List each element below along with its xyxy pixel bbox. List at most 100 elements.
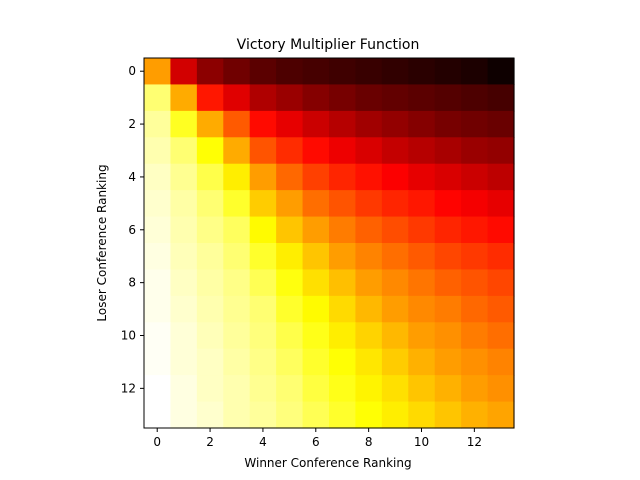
heatmap-cell: [144, 216, 172, 244]
heatmap-cell: [223, 269, 251, 297]
heatmap-cell: [249, 322, 277, 350]
heatmap-cell: [355, 137, 383, 165]
heatmap-cell: [355, 110, 383, 138]
heatmap-cell: [276, 58, 304, 86]
heatmap-cell: [276, 216, 304, 244]
heatmap-cell: [144, 269, 172, 297]
heatmap-cell: [434, 348, 462, 376]
heatmap-cell: [302, 190, 330, 218]
heatmap-cell: [487, 58, 515, 86]
x-tick-label: 12: [467, 435, 482, 449]
heatmap-cell: [196, 295, 224, 323]
heatmap-cell: [408, 163, 436, 191]
heatmap-cell: [434, 163, 462, 191]
heatmap-cell: [170, 137, 198, 165]
heatmap-cell: [434, 322, 462, 350]
heatmap-cell: [408, 375, 436, 403]
y-tick-label: 2: [128, 117, 136, 131]
heatmap-cell: [249, 243, 277, 271]
heatmap-cell: [302, 375, 330, 403]
heatmap-cell: [461, 58, 489, 86]
heatmap-cell: [223, 348, 251, 376]
heatmap-cell: [196, 110, 224, 138]
heatmap-cell: [223, 216, 251, 244]
heatmap-cell: [461, 137, 489, 165]
heatmap-cell: [381, 58, 409, 86]
heatmap-cell: [144, 295, 172, 323]
heatmap-cell: [196, 163, 224, 191]
heatmap-cell: [302, 295, 330, 323]
heatmap-cell: [144, 137, 172, 165]
heatmap-cell: [276, 190, 304, 218]
x-axis-label: Winner Conference Ranking: [244, 456, 411, 470]
x-tick-label: 0: [153, 435, 161, 449]
heatmap-cell: [434, 375, 462, 403]
heatmap-cell: [144, 243, 172, 271]
y-tick-label: 12: [121, 381, 136, 395]
heatmap-cell: [381, 401, 409, 429]
heatmap-cell: [434, 216, 462, 244]
heatmap-cell: [329, 163, 357, 191]
heatmap-cell: [249, 190, 277, 218]
heatmap-cell: [355, 58, 383, 86]
heatmap-cell: [329, 243, 357, 271]
heatmap-cell: [381, 137, 409, 165]
heatmap-cell: [223, 190, 251, 218]
heatmap-cell: [170, 401, 198, 429]
heatmap-cell: [329, 84, 357, 112]
heatmap-cell: [381, 375, 409, 403]
heatmap-cell: [408, 190, 436, 218]
heatmap-cell: [329, 375, 357, 403]
heatmap-cell: [144, 401, 172, 429]
heatmap-cell: [408, 269, 436, 297]
heatmap-cell: [302, 401, 330, 429]
heatmap-cell: [461, 348, 489, 376]
x-tick-label: 2: [206, 435, 214, 449]
heatmap-cell: [302, 137, 330, 165]
heatmap-cell: [276, 137, 304, 165]
heatmap-cell: [196, 348, 224, 376]
plot-frame: [143, 57, 515, 429]
heatmap-cell: [329, 58, 357, 86]
heatmap-cell: [434, 190, 462, 218]
heatmap-cell: [355, 348, 383, 376]
heatmap-cell: [381, 84, 409, 112]
heatmap-cell: [355, 243, 383, 271]
heatmap-cell: [355, 375, 383, 403]
heatmap-cell: [461, 295, 489, 323]
heatmap-cell: [170, 375, 198, 403]
heatmap-cell: [223, 84, 251, 112]
heatmap-cell: [408, 243, 436, 271]
heatmap-cell: [434, 58, 462, 86]
heatmap-cell: [144, 84, 172, 112]
heatmap-cell: [276, 295, 304, 323]
heatmap-cell: [487, 375, 515, 403]
heatmap-cell: [170, 322, 198, 350]
heatmap-cell: [461, 190, 489, 218]
heatmap-cell: [276, 243, 304, 271]
heatmap-cell: [170, 190, 198, 218]
heatmap-cell: [329, 401, 357, 429]
heatmap-cell: [276, 163, 304, 191]
heatmap-cell: [170, 216, 198, 244]
heatmap-cell: [355, 163, 383, 191]
heatmap-cells: [144, 58, 515, 429]
heatmap-cell: [196, 269, 224, 297]
x-tick-label: 8: [365, 435, 373, 449]
heatmap-cell: [381, 348, 409, 376]
heatmap-cell: [144, 375, 172, 403]
heatmap-cell: [249, 295, 277, 323]
heatmap-cell: [487, 269, 515, 297]
heatmap-cell: [249, 216, 277, 244]
x-tick-label: 4: [259, 435, 267, 449]
heatmap-cell: [461, 110, 489, 138]
heatmap-cell: [196, 375, 224, 403]
heatmap-cell: [329, 269, 357, 297]
heatmap-cell: [196, 58, 224, 86]
heatmap-cell: [381, 243, 409, 271]
y-axis-label: Loser Conference Ranking: [95, 164, 109, 321]
heatmap-cell: [355, 269, 383, 297]
heatmap-cell: [249, 375, 277, 403]
heatmap-cell: [487, 348, 515, 376]
heatmap-cell: [487, 110, 515, 138]
